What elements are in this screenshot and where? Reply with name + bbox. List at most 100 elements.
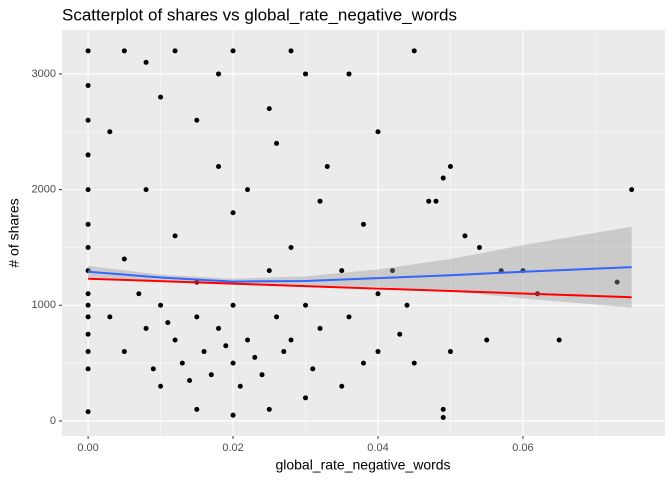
panel <box>62 30 665 436</box>
point <box>317 325 323 331</box>
point <box>310 366 316 372</box>
point <box>230 412 236 418</box>
point <box>107 314 113 320</box>
point <box>158 383 164 389</box>
point <box>266 268 272 274</box>
point <box>303 302 309 308</box>
y-axis-title: # of shares <box>6 198 22 267</box>
point <box>281 349 287 355</box>
point <box>216 163 222 169</box>
point <box>274 140 280 146</box>
point <box>201 349 207 355</box>
point <box>85 314 91 320</box>
point <box>194 406 200 412</box>
point <box>426 198 432 204</box>
point <box>85 83 91 89</box>
point <box>411 360 417 366</box>
point <box>158 94 164 100</box>
y-tick-label: 3000 <box>32 68 56 80</box>
point <box>85 349 91 355</box>
point <box>143 59 149 65</box>
point <box>259 372 265 378</box>
point <box>172 233 178 239</box>
point <box>107 129 113 135</box>
point <box>346 314 352 320</box>
point <box>339 268 345 274</box>
point <box>136 291 142 297</box>
point <box>230 48 236 54</box>
point <box>187 377 193 383</box>
point <box>121 48 127 54</box>
point <box>440 406 446 412</box>
point <box>303 71 309 77</box>
point <box>411 48 417 54</box>
point <box>433 198 439 204</box>
x-tick-label: 0.02 <box>222 442 243 454</box>
point <box>85 221 91 227</box>
point <box>150 366 156 372</box>
point <box>303 395 309 401</box>
point <box>317 198 323 204</box>
point <box>230 360 236 366</box>
point <box>476 244 482 250</box>
point <box>361 221 366 227</box>
point <box>245 187 251 193</box>
point <box>440 414 446 420</box>
point <box>245 337 251 343</box>
point <box>440 175 446 181</box>
point <box>629 187 635 193</box>
point <box>346 71 352 77</box>
point <box>266 106 272 112</box>
point <box>288 337 294 343</box>
point <box>375 129 381 135</box>
smooth-line <box>88 266 632 283</box>
point <box>208 372 214 378</box>
point <box>85 366 91 372</box>
point <box>288 244 294 250</box>
point <box>143 187 149 193</box>
point <box>216 71 222 77</box>
point <box>85 409 91 415</box>
point <box>252 354 258 360</box>
point <box>339 383 345 389</box>
point <box>85 48 91 54</box>
point <box>85 302 91 308</box>
point <box>143 325 149 331</box>
smooth-line <box>88 277 632 299</box>
point <box>216 325 222 331</box>
point <box>404 302 410 308</box>
point <box>614 279 620 285</box>
point <box>85 117 91 123</box>
point <box>121 349 127 355</box>
point <box>375 291 381 297</box>
point <box>85 331 91 337</box>
point <box>230 210 236 216</box>
y-tick-label: 1000 <box>32 299 56 311</box>
point <box>375 349 381 355</box>
y-tick-label: 0 <box>50 415 56 427</box>
point <box>324 163 330 169</box>
confidence-band <box>88 226 632 308</box>
chart-title: Scatterplot of shares vs global_rate_neg… <box>62 5 457 24</box>
point <box>194 117 200 123</box>
point <box>223 343 229 349</box>
point <box>484 337 490 343</box>
point <box>172 337 178 343</box>
point <box>556 337 562 343</box>
point <box>288 48 294 54</box>
point <box>266 406 272 412</box>
point <box>85 187 91 193</box>
point <box>397 331 403 337</box>
point <box>194 314 200 320</box>
point <box>462 233 468 239</box>
point <box>121 256 127 262</box>
point <box>172 48 178 54</box>
point <box>361 360 366 366</box>
point <box>158 302 164 308</box>
point <box>230 302 236 308</box>
x-axis-title: global_rate_negative_words <box>275 457 450 473</box>
point <box>237 383 243 389</box>
point <box>165 320 171 326</box>
